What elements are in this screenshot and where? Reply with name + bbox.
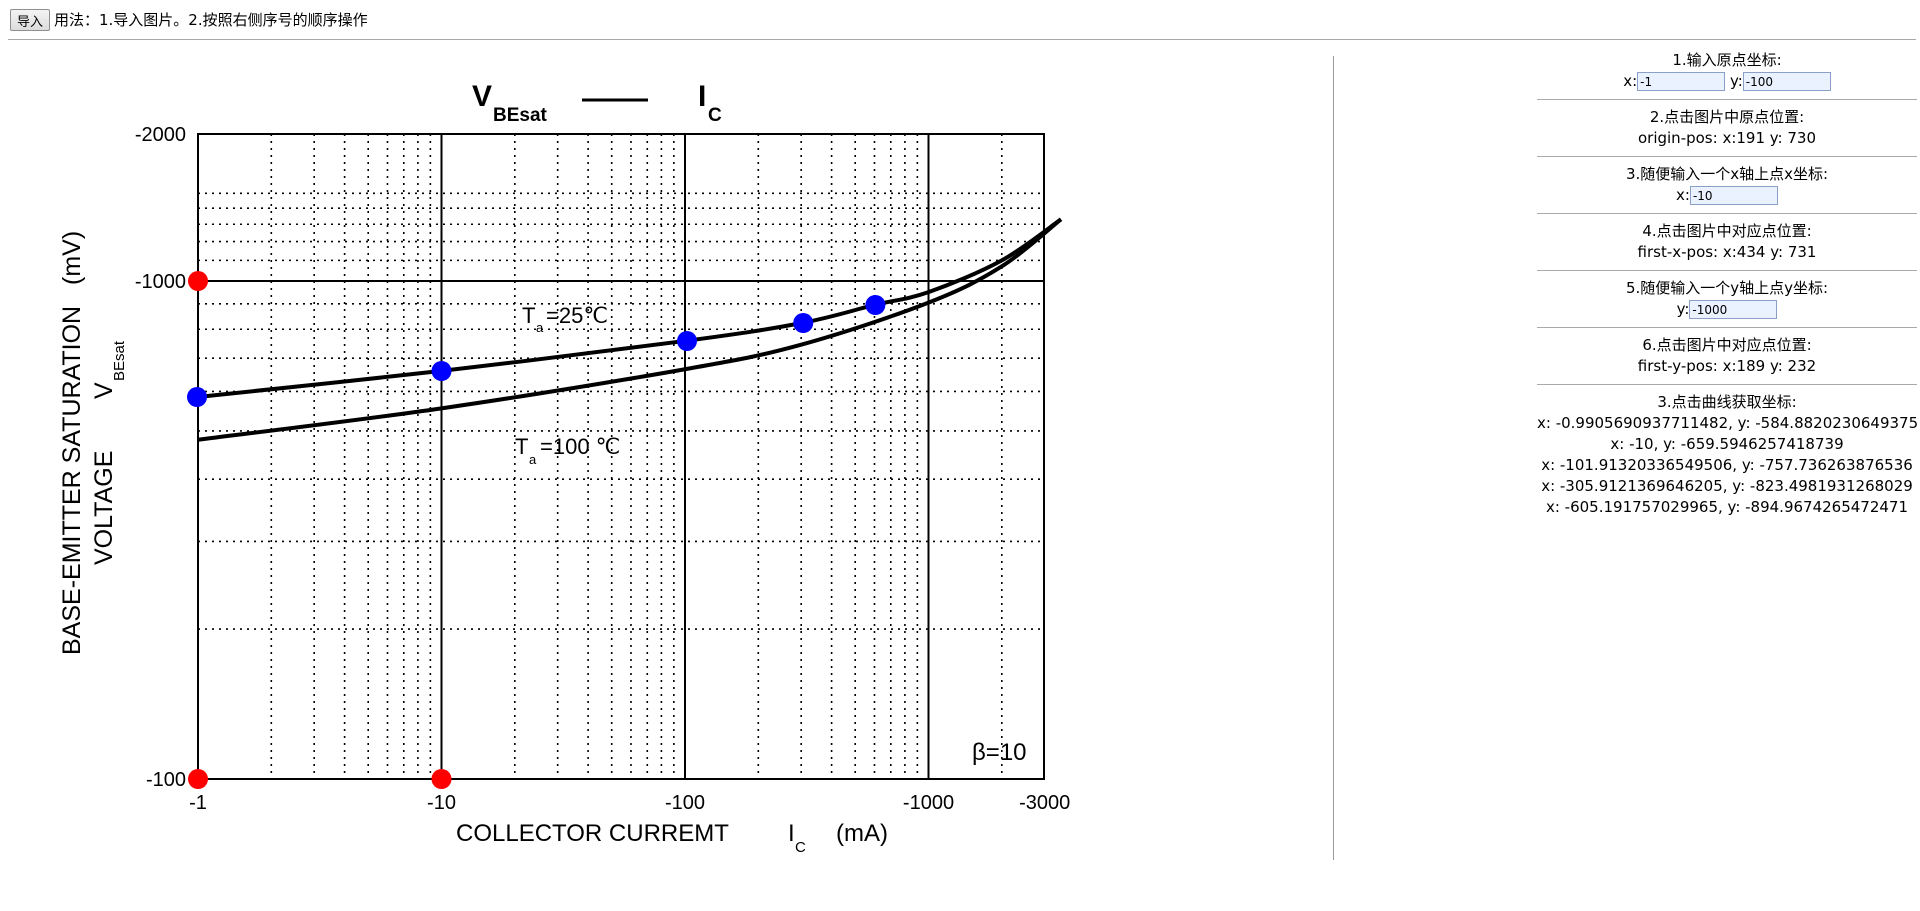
calibration-point	[431, 769, 452, 789]
svg-text:T: T	[515, 434, 528, 459]
x-label-unit: (mA)	[836, 820, 888, 847]
chart-title: V BEsat I C	[472, 80, 722, 126]
y-point-label: y:	[1676, 300, 1690, 318]
origin-pos-readout: origin-pos: x:191 y: 730	[1637, 129, 1817, 147]
x-tick-label: -10	[427, 792, 456, 814]
y-axis-label: BASE-EMITTER SATURATION (mV) VOLTAGE V B…	[58, 231, 128, 655]
step4-title: 4.点击图片中对应点位置:	[1642, 222, 1812, 240]
step5-title: 5.随便输入一个y轴上点y坐标:	[1625, 279, 1829, 297]
top-divider	[8, 39, 1916, 40]
x-axis-label: COLLECTOR CURREMT I C (mA)	[456, 820, 888, 856]
plot-frame	[197, 133, 1045, 780]
x-label-var-sub: C	[795, 839, 806, 856]
step7-title: 3.点击曲线获取坐标:	[1657, 393, 1797, 411]
toolbar: 导入 用法：1.导入图片。2.按照右侧序号的顺序操作	[0, 0, 1920, 40]
step-x-click: 4.点击图片中对应点位置: first-x-pos: x:434 y: 731	[1537, 221, 1917, 271]
result-row: x: -0.9905690937711482, y: -584.88202306…	[1537, 414, 1919, 432]
origin-y-label: y:	[1729, 72, 1743, 90]
x-label-var: I	[788, 820, 795, 847]
curve-label-100: T a =100 ℃	[515, 434, 620, 467]
y-label-var-sub: BEsat	[111, 340, 128, 381]
origin-x-input[interactable]	[1637, 72, 1726, 91]
control-panel: 1.输入原点坐标: x: y: 2.点击图片中原点位置: origin-pos:…	[1537, 50, 1919, 532]
svg-text:a: a	[536, 320, 544, 335]
x-tick-label: -100	[665, 792, 705, 814]
title-v-sub: BEsat	[493, 105, 548, 126]
step1-title: 1.输入原点坐标:	[1672, 51, 1782, 69]
title-v: V	[472, 80, 492, 113]
step-y-input: 5.随便输入一个y轴上点y坐标: y:	[1537, 278, 1917, 328]
step6-title: 6.点击图片中对应点位置:	[1642, 336, 1812, 354]
y-label-line1: BASE-EMITTER SATURATION	[58, 306, 86, 655]
y-point-input[interactable]	[1689, 300, 1778, 319]
step-y-click: 6.点击图片中对应点位置: first-y-pos: x:189 y: 232	[1537, 335, 1917, 385]
calibration-point	[188, 271, 208, 291]
y-label-line2: VOLTAGE	[90, 451, 118, 565]
title-i-sub: C	[708, 105, 722, 126]
svg-text:=25℃: =25℃	[546, 303, 608, 328]
chart-curves	[197, 217, 1063, 442]
curve-label-25: T a =25℃	[522, 303, 608, 335]
svg-text:T: T	[522, 303, 535, 328]
step-origin-click: 2.点击图片中原点位置: origin-pos: x:191 y: 730	[1537, 107, 1917, 157]
beta-annotation: β=10	[972, 739, 1027, 766]
y-tick-label: -1000	[135, 271, 186, 293]
chart-points	[186, 271, 886, 789]
picked-point	[431, 361, 452, 381]
origin-x-label: x:	[1623, 72, 1638, 90]
step-origin-input: 1.输入原点坐标: x: y:	[1537, 50, 1917, 100]
first-x-pos-readout: first-x-pos: x:434 y: 731	[1637, 243, 1817, 261]
svg-text:a: a	[529, 452, 537, 467]
x-tick-label: -3000	[1019, 792, 1070, 814]
svg-text:=100 ℃: =100 ℃	[540, 434, 620, 459]
step-x-input: 3.随便输入一个x轴上点x坐标: x:	[1537, 164, 1917, 214]
vertical-divider	[1333, 56, 1334, 860]
y-label-unit: (mV)	[58, 231, 86, 285]
result-row: x: -101.91320336549506, y: -757.73626387…	[1541, 456, 1913, 474]
result-row: x: -605.191757029965, y: -894.9674265472…	[1545, 498, 1909, 516]
step3-title: 3.随便输入一个x轴上点x坐标:	[1625, 165, 1829, 183]
result-row: x: -305.9121369646205, y: -823.498193126…	[1541, 477, 1913, 495]
x-tick-label: -1	[189, 792, 207, 814]
axis-ticks: -1 -10 -100 -1000 -3000 -2000 -1000 -100	[135, 124, 1070, 814]
picked-point	[186, 387, 207, 407]
picked-point	[865, 295, 886, 315]
x-tick-label: -1000	[903, 792, 954, 814]
usage-instructions: 用法：1.导入图片。2.按照右侧序号的顺序操作	[54, 11, 368, 29]
title-i: I	[698, 80, 706, 113]
origin-y-input[interactable]	[1742, 72, 1831, 91]
picked-point	[793, 313, 814, 333]
step-curve-results: 3.点击曲线获取坐标: x: -0.9905690937711482, y: -…	[1537, 392, 1919, 525]
result-row: x: -10, y: -659.5946257418739	[1610, 435, 1844, 453]
picked-point	[677, 331, 698, 351]
import-button[interactable]: 导入	[10, 9, 51, 31]
calibration-point	[188, 769, 208, 789]
step2-title: 2.点击图片中原点位置:	[1649, 108, 1805, 126]
x-label-text: COLLECTOR CURREMT	[456, 820, 729, 847]
x-point-label: x:	[1676, 186, 1690, 204]
y-tick-label: -2000	[135, 124, 186, 146]
curve-series-1	[197, 217, 1063, 442]
y-tick-label: -100	[146, 769, 186, 791]
curve-series-0	[197, 217, 1063, 399]
chart-image[interactable]: V BEsat I C COLLECTOR CURREMT I C (mA) B…	[0, 50, 1100, 860]
y-label-var: V	[90, 382, 118, 399]
x-point-input[interactable]	[1689, 186, 1778, 205]
chart-grid	[198, 134, 1044, 779]
first-y-pos-readout: first-y-pos: x:189 y: 232	[1637, 357, 1817, 375]
